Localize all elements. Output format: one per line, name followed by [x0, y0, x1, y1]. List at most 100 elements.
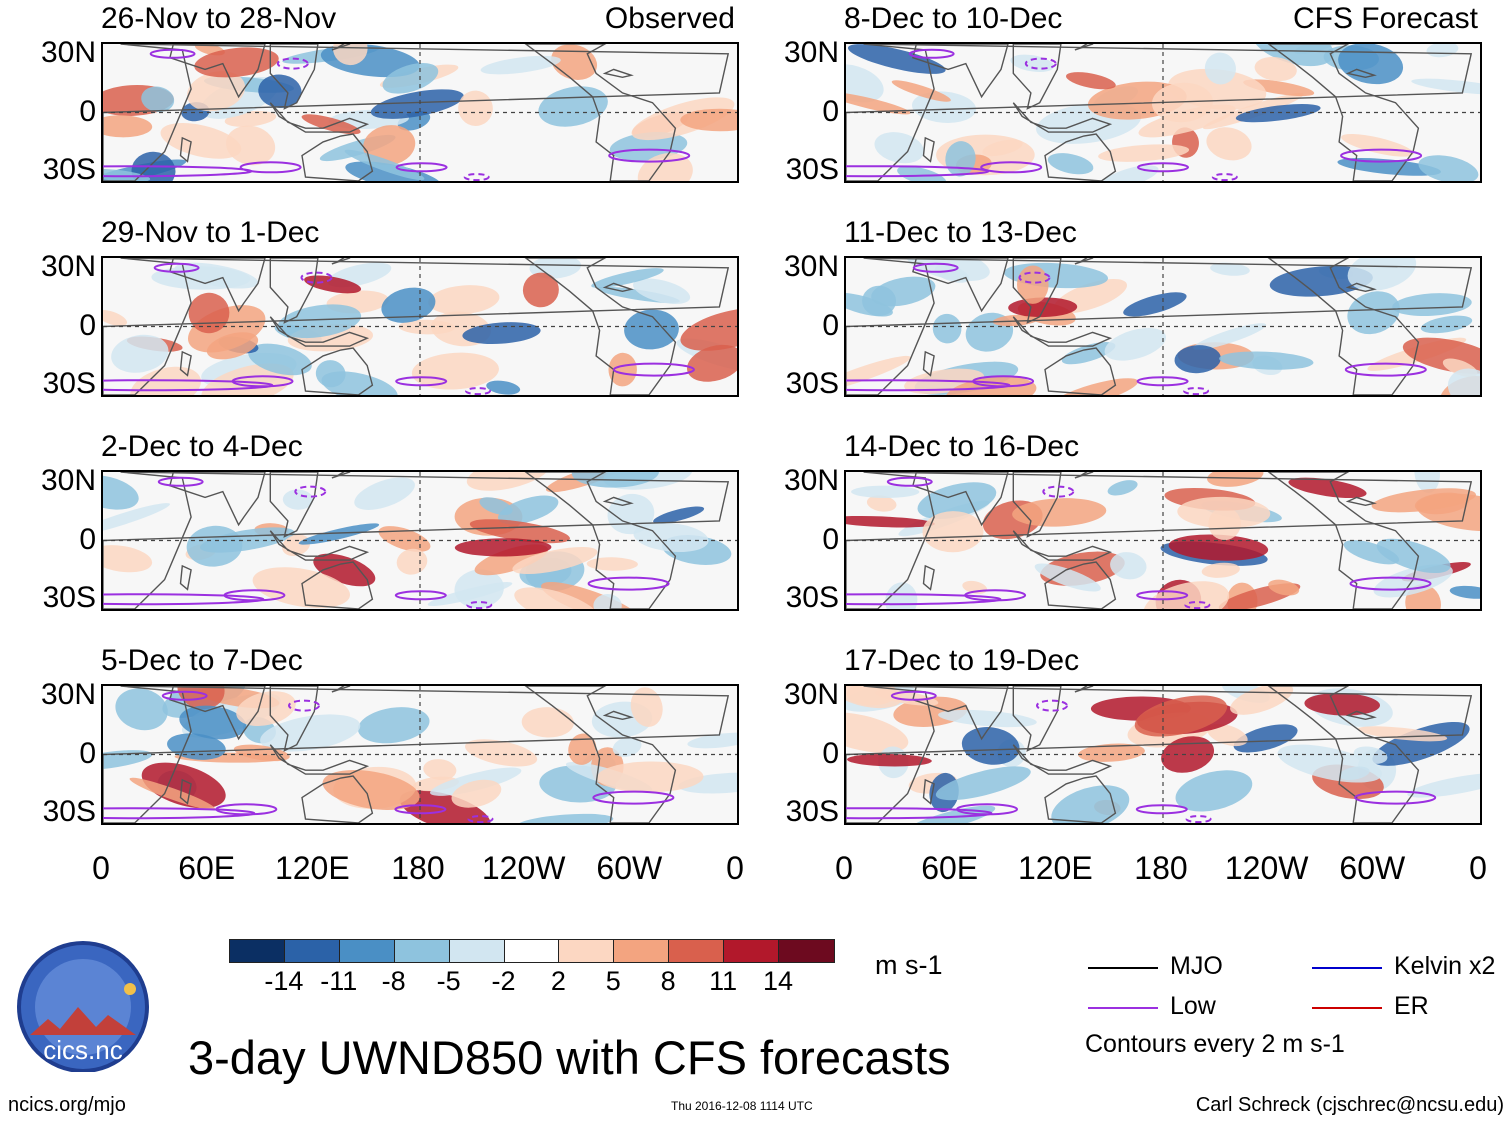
anomaly-map [846, 44, 1480, 181]
coastline [301, 133, 374, 181]
low-contour [980, 161, 1043, 174]
anomaly-blob [248, 343, 312, 376]
anomaly-blob [1411, 78, 1480, 95]
y-tick-label: 0 [79, 308, 96, 342]
x-tick-label: 0 [1469, 850, 1487, 886]
coastline [269, 686, 319, 752]
legend-swatch [1312, 967, 1382, 969]
anomaly-blob [399, 790, 491, 823]
anomaly-blob [462, 322, 541, 345]
coastline [1044, 133, 1117, 181]
legend-swatch [1088, 967, 1158, 969]
anomaly-blob [1414, 472, 1440, 494]
low-contour [1136, 590, 1189, 601]
anomaly-blob [522, 272, 559, 308]
anomaly-blob [1047, 153, 1094, 175]
anomaly-blob [591, 268, 664, 288]
low-contour [1185, 815, 1212, 823]
low-contour [1184, 601, 1211, 609]
legend-label: MJO [1170, 952, 1223, 980]
anomaly-blob [680, 308, 737, 351]
low-contour [1349, 576, 1432, 591]
anomaly-blob [313, 553, 376, 587]
map-panel [844, 256, 1482, 397]
anomaly-blob [906, 805, 996, 823]
anomaly-blob [982, 139, 1023, 157]
anomaly-blob [938, 709, 1037, 728]
anomaly-blob [378, 526, 431, 552]
anomaly-blob [541, 581, 642, 609]
anomaly-blob [1347, 291, 1400, 335]
anomaly-blob [922, 511, 984, 553]
anomaly-blob [451, 779, 502, 808]
coastline [1012, 744, 1113, 775]
coastline [602, 496, 634, 507]
colorbar-cell [229, 939, 285, 963]
anomaly-blob [885, 582, 918, 609]
colorbar-cell [338, 939, 395, 963]
anomaly-blob [1016, 265, 1049, 304]
anomaly-blob [1051, 785, 1130, 823]
y-tick-label: 0 [822, 736, 839, 770]
coastline [179, 778, 192, 805]
anomaly-blob [846, 92, 911, 115]
coastline [602, 68, 634, 79]
map-panel [844, 42, 1482, 183]
anomaly-blob [363, 125, 416, 166]
coastline [169, 258, 266, 313]
anomaly-map [103, 472, 737, 609]
coastline [1012, 102, 1113, 133]
low-contour [1211, 173, 1238, 181]
y-tick-label: 30N [783, 249, 839, 283]
anomaly-blob [226, 125, 276, 166]
figure-title: 3-day UWND850 with CFS forecasts [188, 1031, 951, 1084]
coastline [922, 350, 935, 377]
coastline [524, 686, 677, 823]
coastline [331, 44, 351, 51]
footer-url[interactable]: ncics.org/mjo [8, 1094, 126, 1116]
anomaly-blob [846, 686, 903, 709]
anomaly-blob [847, 753, 932, 767]
anomaly-map [103, 44, 737, 181]
low-contour [890, 690, 937, 701]
coastline [846, 472, 1473, 609]
low-contour [149, 48, 196, 59]
x-tick-label: 60E [178, 850, 236, 886]
low-contour [592, 790, 675, 805]
anomaly-blob [1008, 297, 1078, 318]
anomaly-blob [1143, 581, 1230, 609]
coastline [1345, 282, 1377, 293]
y-tick-label: 0 [79, 522, 96, 556]
colorbar-label: 2 [550, 966, 566, 996]
anomaly-blob [381, 287, 436, 323]
anomaly-blob [917, 482, 997, 519]
coastline [524, 258, 677, 395]
coastline [1074, 44, 1094, 51]
coastline [922, 136, 935, 163]
coastline [1012, 472, 1062, 538]
coastline [269, 258, 319, 324]
low-contour [103, 807, 256, 820]
anomaly-blob [851, 485, 920, 499]
coastline [1012, 316, 1113, 347]
anomaly-blob [1269, 265, 1373, 297]
y-tick-label: 30N [40, 463, 96, 497]
panel-title: 8-Dec to 10-Dec [844, 2, 1063, 35]
anomaly-blob [1175, 770, 1253, 812]
low-contour [294, 485, 327, 498]
anomaly-blob [236, 691, 296, 727]
y-tick-label: 30S [785, 153, 839, 187]
anomaly-blob [1254, 56, 1297, 82]
coastline [524, 44, 677, 181]
anomaly-blob [911, 91, 977, 123]
coastline [269, 530, 370, 561]
coastline [602, 282, 634, 293]
anomaly-blob [454, 538, 552, 557]
anomaly-blob [1447, 368, 1480, 395]
anomaly-blob [514, 587, 600, 609]
coastline [1012, 686, 1062, 752]
low-contour [103, 379, 274, 392]
coastline [1044, 775, 1117, 823]
colorbar-label: -8 [381, 966, 406, 996]
anomaly-blob [1098, 144, 1190, 162]
